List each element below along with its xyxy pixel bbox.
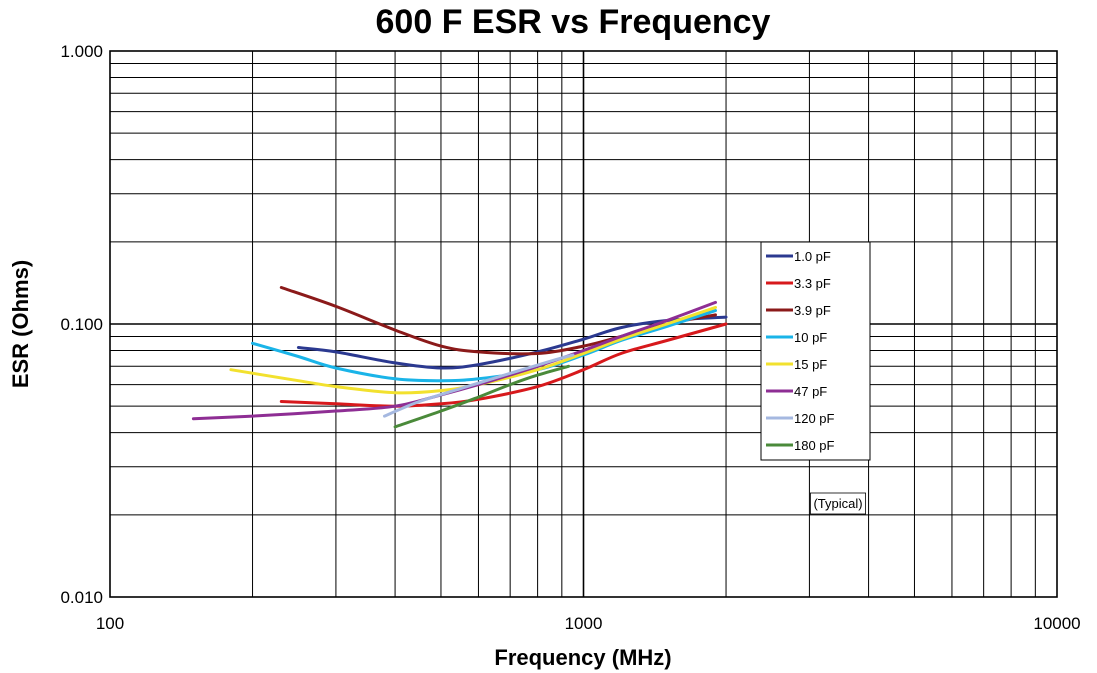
legend-label: 180 pF bbox=[794, 438, 835, 453]
legend: 1.0 pF 3.3 pF 3.9 pF 10 pF 15 pF 47 pF 120 pF 1… bbox=[760, 241, 871, 461]
legend-box bbox=[760, 241, 871, 461]
legend-label: 120 pF bbox=[794, 411, 835, 426]
chart-title: 600 F ESR vs Frequency bbox=[376, 3, 771, 41]
series-line-3-3-pf bbox=[279, 322, 728, 408]
legend-label: 10 pF bbox=[794, 330, 827, 345]
y-tick-label: 0.100 bbox=[60, 315, 103, 334]
x-axis-label: Frequency (MHz) bbox=[494, 645, 671, 670]
series-line-120-pf bbox=[383, 353, 575, 418]
typical-annotation: (Typical) bbox=[813, 496, 862, 511]
series-line-180-pf bbox=[393, 364, 571, 429]
series-line-1-0-pf bbox=[296, 315, 728, 370]
legend-label: 3.3 pF bbox=[794, 276, 831, 291]
x-tick-label: 10000 bbox=[1033, 614, 1080, 633]
x-tick-label: 100 bbox=[96, 614, 124, 633]
annotation-box bbox=[810, 492, 866, 515]
grid bbox=[110, 51, 1057, 597]
plot-frame bbox=[109, 50, 1058, 598]
series-lines bbox=[191, 286, 728, 429]
legend-label: 15 pF bbox=[794, 357, 827, 372]
tick-labels: 100 1000 10000 0.010 0.100 1.000 bbox=[60, 42, 1080, 633]
y-tick-label: 1.000 bbox=[60, 42, 103, 61]
y-tick-label: 0.010 bbox=[60, 588, 103, 607]
legend-label: 3.9 pF bbox=[794, 303, 831, 318]
legend-label: 1.0 pF bbox=[794, 249, 831, 264]
x-tick-label: 1000 bbox=[565, 614, 603, 633]
y-axis-label: ESR (Ohms) bbox=[8, 260, 33, 388]
legend-label: 47 pF bbox=[794, 384, 827, 399]
